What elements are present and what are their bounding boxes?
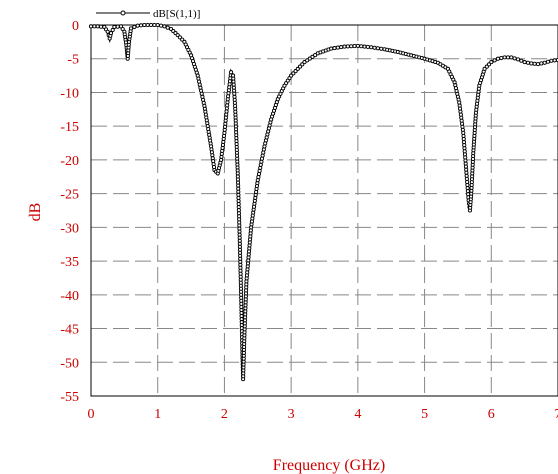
series-line	[91, 23, 558, 380]
series-marker	[98, 24, 104, 29]
y-tick-label: -10	[60, 86, 79, 101]
series-marker	[155, 22, 160, 28]
series-marker	[539, 61, 544, 66]
series-marker	[495, 56, 501, 61]
series-marker	[335, 45, 340, 50]
series-marker	[355, 43, 360, 48]
series-marker	[359, 44, 364, 49]
y-axis-label: dB	[27, 203, 44, 222]
series-marker	[305, 58, 310, 63]
y-tick-label: -35	[60, 255, 79, 270]
series-marker	[329, 46, 334, 51]
x-tick-label: 6	[488, 407, 495, 422]
y-tick-label: -50	[60, 356, 79, 371]
y-tick-label: -5	[67, 53, 79, 68]
x-tick-label: 5	[421, 407, 428, 422]
series-marker	[108, 31, 114, 36]
x-tick-label: 4	[354, 407, 361, 422]
series-marker	[165, 25, 170, 30]
y-tick-labels: 0 -5 -10 -15 -20 -25 -30 -35 -40 -45 -50 -55	[60, 19, 79, 405]
series-marker	[132, 24, 137, 30]
series-marker	[332, 46, 337, 51]
series-marker	[372, 45, 377, 50]
series-marker	[519, 58, 524, 63]
series-marker	[362, 44, 367, 49]
y-tick-label: -15	[60, 120, 79, 135]
series-marker	[515, 57, 521, 62]
series-marker	[115, 24, 120, 29]
series-marker	[492, 58, 497, 63]
series-marker	[525, 60, 531, 65]
series-marker	[88, 24, 94, 29]
series-marker	[369, 45, 374, 50]
series-marker	[307, 56, 312, 61]
y-tick-label: -45	[60, 323, 79, 338]
series-marker	[489, 60, 494, 65]
series-marker	[545, 59, 551, 64]
series-marker	[342, 44, 347, 49]
series-marker	[138, 23, 144, 28]
legend: dB[S(1,1)]	[96, 8, 200, 20]
legend-marker-swatch	[120, 10, 126, 16]
series-marker	[229, 70, 234, 75]
series-marker	[542, 60, 547, 65]
series-marker	[512, 56, 517, 61]
series-group	[88, 22, 558, 382]
series-marker	[128, 26, 134, 31]
y-tick-label: -20	[60, 154, 79, 169]
series-marker	[313, 53, 318, 58]
series-marker	[142, 22, 147, 28]
series-marker	[552, 58, 557, 63]
series-marker	[379, 46, 384, 51]
series-marker	[95, 24, 100, 29]
series-marker	[110, 28, 115, 33]
y-tick-label: -30	[60, 221, 79, 236]
series-marker	[535, 62, 541, 67]
series-marker	[145, 22, 150, 28]
series-marker	[162, 24, 167, 29]
series-marker	[135, 23, 140, 28]
series-marker	[532, 61, 537, 66]
x-tick-label: 1	[154, 407, 161, 422]
series-marker	[509, 55, 514, 60]
series-marker	[505, 55, 511, 60]
x-axis-label: Frequency (GHz)	[273, 457, 385, 474]
series-marker	[349, 44, 354, 49]
series-marker	[148, 22, 154, 28]
series-marker	[499, 56, 504, 61]
y-tick-label: -55	[60, 390, 79, 405]
series-marker	[529, 61, 534, 66]
legend-label: dB[S(1,1)]	[153, 8, 200, 20]
series-marker	[310, 54, 315, 59]
x-tick-labels: 0 1 2 3 4 5 6 7	[88, 407, 558, 422]
y-tick-label: -40	[60, 289, 79, 304]
plot-area-frame	[90, 24, 558, 397]
series-marker	[502, 55, 507, 60]
x-tick-label: 3	[288, 407, 295, 422]
series-marker	[375, 46, 380, 51]
y-tick-label: -25	[60, 188, 79, 203]
series-marker	[352, 44, 357, 49]
series-marker	[339, 45, 344, 50]
y-tick-label: 0	[72, 19, 79, 34]
x-tick-label: 7	[555, 407, 558, 422]
series-marker	[522, 60, 527, 65]
x-tick-label: 2	[221, 407, 228, 422]
series-marker	[345, 44, 350, 49]
series-marker	[152, 22, 157, 28]
series-marker	[92, 24, 97, 29]
x-tick-label: 0	[88, 407, 95, 422]
grid	[91, 25, 558, 396]
series-marker	[112, 24, 117, 30]
series-marker	[365, 44, 370, 49]
series-marker	[158, 23, 164, 28]
series-marker	[549, 58, 554, 63]
series-marker	[105, 29, 110, 34]
